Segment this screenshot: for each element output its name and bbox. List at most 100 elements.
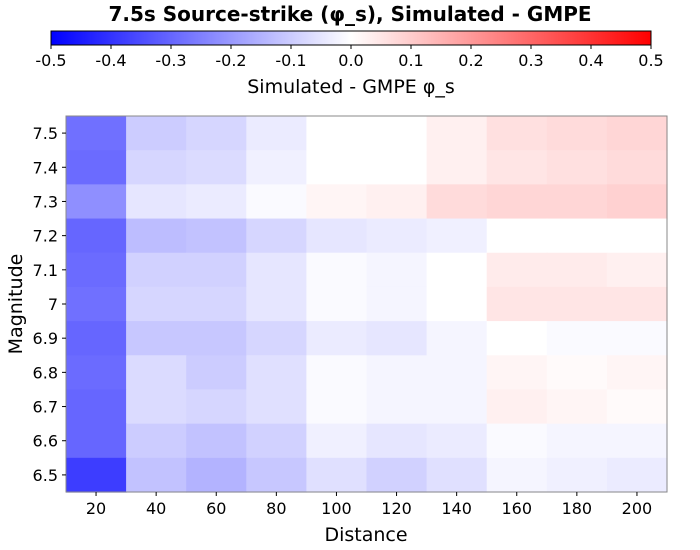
heatmap-cell — [546, 184, 608, 220]
y-axis-label: Magnitude — [5, 254, 27, 355]
colorbar-label: Simulated - GMPE φ_s — [247, 76, 455, 98]
heatmap-cell — [546, 389, 608, 425]
heatmap-cell — [606, 286, 668, 322]
colorbar-tick-label: 0.0 — [338, 51, 363, 70]
heatmap-cell — [246, 457, 307, 493]
x-axis-label: Distance — [324, 524, 407, 546]
heatmap-cell — [366, 389, 428, 425]
heatmap-cell — [426, 218, 488, 254]
heatmap-cell — [546, 252, 608, 288]
colorbar-tick-label: 0.3 — [518, 51, 543, 70]
heatmap-cell — [486, 184, 548, 220]
colorbar-ticks: -0.5 -0.4 -0.3 -0.2 -0.1 0.0 0.1 0.2 0.3 0.4 0.5 — [35, 45, 664, 70]
heatmap-cell — [306, 457, 368, 493]
heatmap-cell — [606, 321, 668, 356]
heatmap-cell — [306, 423, 368, 459]
heatmap-cell — [366, 252, 428, 288]
x-tick-label: 140 — [441, 499, 472, 518]
heatmap-cell — [126, 252, 187, 288]
heatmap-cell — [306, 218, 368, 254]
heatmap-cell — [306, 389, 368, 425]
heatmap-cell — [246, 286, 307, 322]
heatmap-cell — [126, 423, 187, 459]
heatmap-cell — [366, 184, 428, 220]
heatmap-cell — [306, 184, 368, 220]
heatmap-cell — [246, 252, 307, 288]
heatmap-cell — [366, 355, 428, 391]
heatmap-cell — [186, 321, 247, 356]
heatmap-cell — [426, 150, 488, 185]
heatmap-cell — [186, 116, 247, 151]
heatmap-cell — [546, 321, 608, 356]
y-tick-label: 7.5 — [33, 124, 58, 143]
colorbar-tick-label: 0.2 — [458, 51, 483, 70]
heatmap-cell — [246, 389, 307, 425]
heatmap-cell — [486, 389, 548, 425]
heatmap-cell — [246, 355, 307, 391]
y-tick-label: 7.4 — [33, 158, 58, 177]
heatmap-cell — [426, 423, 488, 459]
heatmap-cell — [186, 286, 247, 322]
heatmap-cell — [246, 321, 307, 356]
heatmap-cell — [126, 389, 187, 425]
heatmap-cell — [486, 150, 548, 185]
y-tick-label: 6.8 — [33, 363, 58, 382]
y-tick-label: 6.6 — [33, 432, 58, 451]
x-tick-label: 80 — [266, 499, 286, 518]
heatmap-cell — [306, 252, 368, 288]
heatmap-cell — [366, 321, 428, 356]
heatmap-cell — [66, 116, 127, 151]
colorbar-tick-label: 0.1 — [398, 51, 423, 70]
colorbar — [50, 30, 652, 46]
heatmap-cell — [66, 286, 127, 322]
heatmap-cell — [126, 457, 187, 493]
heatmap-cell — [126, 116, 187, 151]
heatmap-cell — [426, 116, 488, 151]
heatmap-cell — [486, 321, 548, 356]
heatmap-cell — [546, 423, 608, 459]
heatmap-cell — [66, 184, 127, 220]
heatmap-cell — [606, 457, 668, 493]
heatmap-cell — [366, 218, 428, 254]
x-tick-label: 120 — [381, 499, 412, 518]
heatmap-cell — [126, 286, 187, 322]
heatmap-cell — [186, 389, 247, 425]
heatmap-cell — [306, 150, 368, 185]
heatmap-cell — [426, 184, 488, 220]
x-tick-label: 180 — [562, 499, 593, 518]
colorbar-tick-label: -0.1 — [275, 51, 306, 70]
heatmap-cell — [186, 150, 247, 185]
heatmap-cell — [186, 355, 247, 391]
heatmap-cell — [426, 286, 488, 322]
colorbar-tick-label: -0.2 — [215, 51, 246, 70]
y-tick-label: 6.5 — [33, 466, 58, 485]
heatmap-cell — [246, 423, 307, 459]
heatmap-cell — [426, 457, 488, 493]
heatmap-cell — [66, 355, 127, 391]
heatmap-cell — [366, 286, 428, 322]
heatmap-cell — [426, 321, 488, 356]
heatmap-cell — [606, 150, 668, 185]
heatmap-cell — [366, 150, 428, 185]
heatmap-cell — [426, 355, 488, 391]
x-tick-label: 20 — [86, 499, 106, 518]
heatmap-cell — [66, 218, 127, 254]
y-axis-ticks: 7.5 7.4 7.3 7.2 7.1 7 6.9 6.8 6.7 6.6 6.5 — [33, 124, 66, 485]
x-tick-label: 60 — [206, 499, 226, 518]
heatmap-cell — [306, 321, 368, 356]
x-axis-ticks: 20 40 60 80 100 120 140 160 180 200 — [86, 492, 652, 518]
heatmap-cell — [186, 218, 247, 254]
heatmap-cell — [186, 184, 247, 220]
heatmap-cell — [246, 116, 307, 151]
heatmap-cells — [66, 116, 668, 493]
y-tick-label: 7.2 — [33, 227, 58, 246]
y-tick-label: 6.9 — [33, 329, 58, 348]
heatmap-cell — [426, 389, 488, 425]
heatmap-cell — [66, 389, 127, 425]
heatmap-cell — [546, 286, 608, 322]
y-tick-label: 6.7 — [33, 398, 58, 417]
heatmap-cell — [606, 252, 668, 288]
heatmap-cell — [306, 286, 368, 322]
heatmap-cell — [366, 116, 428, 151]
heatmap-cell — [246, 184, 307, 220]
